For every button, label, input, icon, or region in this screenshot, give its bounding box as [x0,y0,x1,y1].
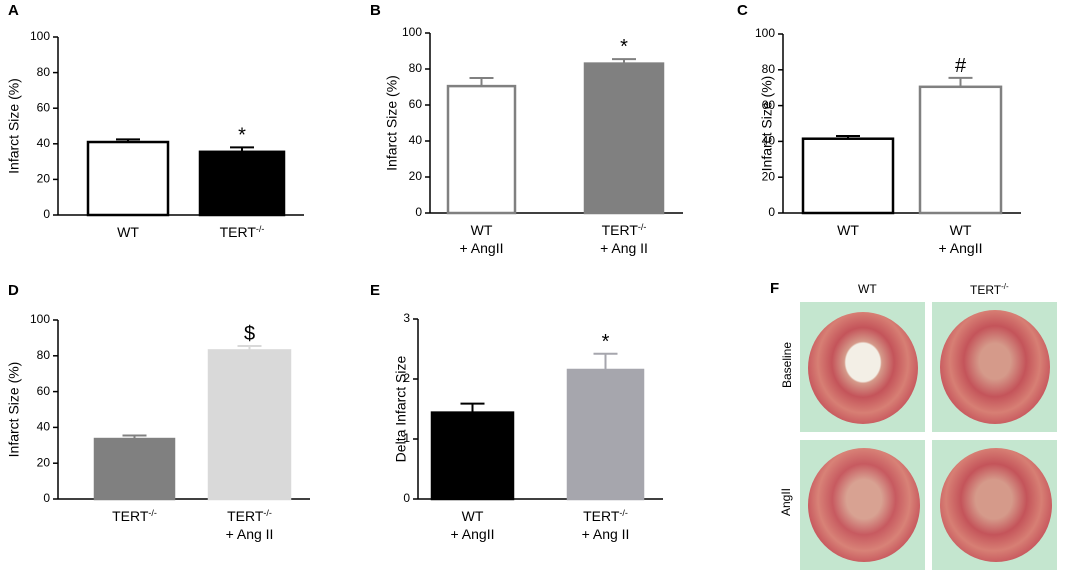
y-tick-label: 60 [409,97,423,111]
photo-row-label-baseline: Baseline [780,341,795,389]
y-tick-label: 0 [403,491,410,505]
category-label-line2: + AngII [939,240,983,256]
significance-marker: $ [244,323,255,345]
panel-f-photo-grid: F WT TERT-/- Baseline AngII [770,280,1070,576]
category-label: TERT-/- [583,508,628,524]
panel-letter-c: C [737,2,748,19]
panel-e: E 0 1 2 3 Delta Infarct Size WT + AngII * TERT-/-… [370,282,663,542]
y-tick-label: 60 [37,384,51,398]
category-label: TERT-/- [227,508,272,524]
y-tick-label: 20 [37,455,51,469]
photo-col-label-tert-sup: -/- [1001,282,1009,291]
bar [801,137,895,215]
significance-marker: # [955,55,967,77]
y-tick-label: 40 [37,136,51,150]
y-tick-label: 20 [37,172,51,186]
significance-marker: * [620,36,628,58]
category-label: WT [462,508,484,524]
category-label-line2: + Ang II [582,526,630,542]
y-tick-label: 80 [37,348,51,362]
category-label: WT [837,222,859,238]
bar [86,140,170,217]
category-label: WT [471,222,493,238]
y-tick-label: 40 [37,420,51,434]
bar [430,411,515,501]
photo-col-label-tert: TERT-/- [970,282,1009,297]
y-tick-label: 3 [403,311,410,325]
y-tick-label: 60 [37,100,51,114]
category-label: WT [117,224,139,240]
category-label-sup: -/- [619,508,628,518]
y-tick-label: 20 [762,169,776,183]
y-tick-label: 0 [415,205,422,219]
panel-d: D 0 20 40 60 80 100 Infarct Size (%) TERT-/- $ TER… [6,282,310,542]
panel-letter-d: D [8,282,19,299]
photo-col-label-tert-text: TERT [970,283,1002,297]
panel-letter-e: E [370,282,380,299]
panel-letter-a: A [8,2,19,19]
heart-photo-tert-angii [932,440,1057,570]
category-label-sup: -/- [256,224,265,234]
panel-letter-b: B [370,2,381,19]
y-axis-label: Infarct Size (%) [6,78,22,174]
category-label-line2: + AngII [460,240,504,256]
y-tick-label: 0 [768,205,775,219]
y-tick-label: 80 [762,62,776,76]
category-label: WT [950,222,972,238]
heart-photo-tert-baseline [932,302,1057,432]
y-axis-label: Infarct Size (%) [384,75,400,171]
y-tick-label: 80 [409,61,423,75]
photo-col-label-wt: WT [858,282,877,296]
y-axis-label: Infarct Size (%) [759,76,775,172]
y-tick-label: 0 [43,207,50,221]
y-tick-label: 0 [43,491,50,505]
category-label-line2: + AngII [451,526,495,542]
category-label-line2: + Ang II [600,240,648,256]
heart-photo-wt-baseline [800,302,925,432]
category-label-sup: -/- [263,508,272,518]
photo-row-label-angii: AngII [779,487,794,517]
panel-letter-f: F [770,280,780,297]
category-label: TERT-/- [602,222,647,238]
significance-marker: * [602,331,610,353]
y-tick-label: 80 [37,65,51,79]
y-axis-label: Infarct Size (%) [6,362,22,458]
category-label-sup: -/- [148,508,157,518]
bar [207,349,292,501]
panel-a: A 0 20 40 60 80 100 Infarct Size (%) WT * TERT-/- [6,2,304,240]
bar [918,85,1003,215]
y-tick-label: 100 [30,29,50,43]
bar [446,84,517,215]
heart-photo-wt-angii [800,440,925,570]
significance-marker: * [238,124,246,146]
y-tick-label: 20 [409,169,423,183]
bar [566,368,645,501]
y-tick-label: 60 [762,98,776,112]
bar [198,150,286,217]
y-tick-label: 100 [30,312,50,326]
bar [93,437,176,501]
y-tick-label: 40 [409,133,423,147]
panel-c: C 0 20 40 60 80 100 Infarct Size (%) WT # WT + AngI… [737,2,1021,256]
panel-b: B 0 20 40 60 80 100 Infarct Size (%) WT + AngII * T… [370,2,683,256]
category-label-line2: + Ang II [226,526,274,542]
y-tick-label: 100 [755,26,775,40]
y-tick-label: 40 [762,134,776,148]
y-axis-label: Delta Infarct Size [393,355,409,462]
category-label-sup: -/- [638,222,647,232]
y-tick-label: 100 [402,25,422,39]
y-tick-label: 2 [403,371,410,385]
category-label: TERT-/- [220,224,265,240]
y-tick-label: 1 [403,431,410,445]
category-label: TERT-/- [112,508,157,524]
bar [583,62,665,215]
